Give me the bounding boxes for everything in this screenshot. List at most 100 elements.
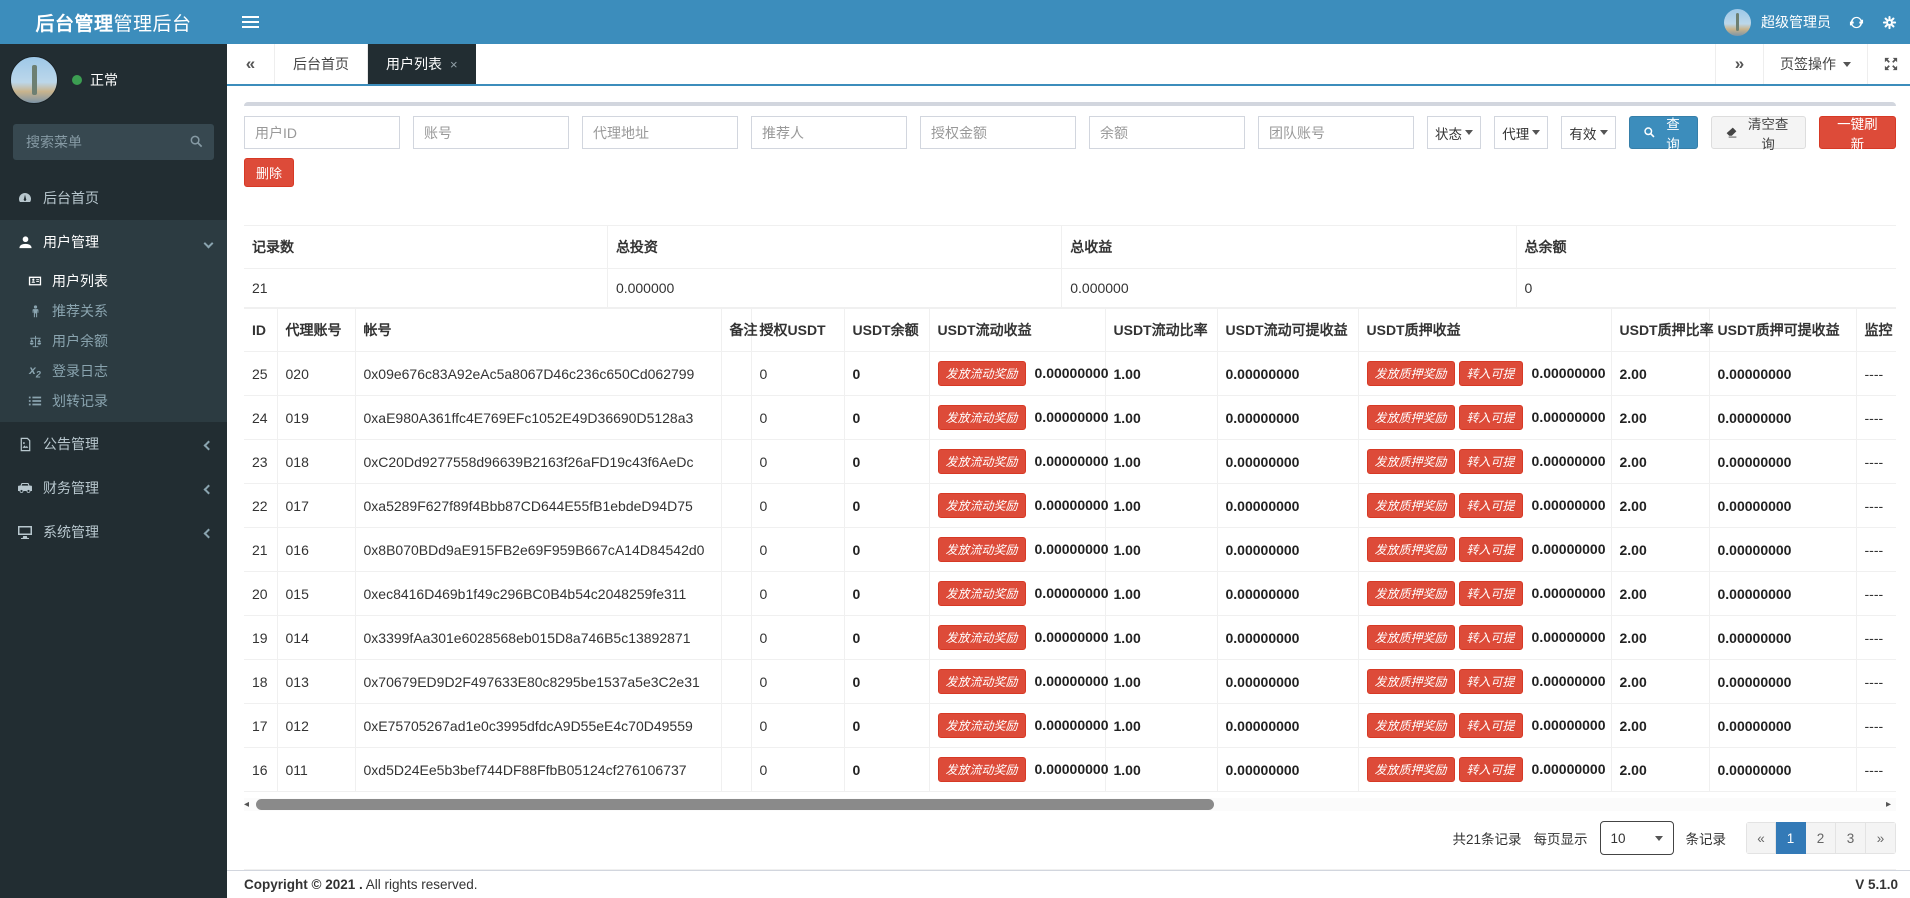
transfer-to-withdrawable-button[interactable]: 转入可提	[1458, 669, 1523, 694]
transfer-to-withdrawable-button[interactable]: 转入可提	[1458, 537, 1523, 562]
issue-pledge-reward-button[interactable]: 发放质押奖励	[1366, 625, 1455, 650]
search-icon[interactable]	[189, 134, 204, 149]
cell-id: 19	[244, 615, 278, 660]
sidebar-item-system[interactable]: 系统管理	[0, 510, 227, 554]
filter-user-id-input[interactable]	[244, 116, 400, 149]
issue-flow-reward-button[interactable]: 发放流动奖励	[937, 757, 1026, 782]
button-label: 清空查询	[1747, 116, 1789, 152]
cell-flow-rate: 1.00	[1104, 571, 1218, 616]
filter-balance-input[interactable]	[1089, 116, 1245, 149]
desktop-icon	[15, 524, 35, 540]
per-page-select[interactable]: 10	[1599, 821, 1674, 855]
cell-flow-rate: 1.00	[1104, 703, 1218, 748]
user-menu[interactable]: 超级管理员	[1724, 8, 1831, 36]
sidebar-toggle-icon[interactable]	[227, 0, 273, 44]
issue-flow-reward-button[interactable]: 发放流动奖励	[937, 449, 1026, 474]
search-button[interactable]: 查询	[1628, 116, 1699, 152]
sidebar-item-user-management[interactable]: 用户管理	[0, 220, 227, 264]
issue-flow-reward-button[interactable]: 发放流动奖励	[937, 713, 1026, 738]
filter-referrer-input[interactable]	[751, 116, 907, 149]
issue-flow-reward-button[interactable]: 发放流动奖励	[937, 625, 1026, 650]
clear-search-button[interactable]: 清空查询	[1711, 116, 1806, 152]
filter-team-account-input[interactable]	[1258, 116, 1414, 149]
issue-pledge-reward-button[interactable]: 发放质押奖励	[1366, 537, 1455, 562]
cell-flow-withdrawable: 0.00000000	[1216, 395, 1359, 440]
transfer-to-withdrawable-button[interactable]: 转入可提	[1458, 361, 1523, 386]
cell-pledge-rate: 2.00	[1610, 659, 1710, 704]
menu-search-input[interactable]	[13, 124, 214, 160]
issue-pledge-reward-button[interactable]: 发放质押奖励	[1366, 361, 1455, 386]
filter-agent-address-input[interactable]	[582, 116, 738, 149]
sidebar-item-login-logs[interactable]: x2 登录日志	[0, 356, 227, 386]
issue-pledge-reward-button[interactable]: 发放质押奖励	[1366, 493, 1455, 518]
summary-total-balance: 0	[1515, 268, 1896, 308]
transfer-to-withdrawable-button[interactable]: 转入可提	[1458, 449, 1523, 474]
filter-auth-amount-input[interactable]	[920, 116, 1076, 149]
car-icon	[15, 480, 35, 496]
fullscreen-icon[interactable]	[1867, 44, 1910, 84]
transfer-to-withdrawable-button[interactable]: 转入可提	[1458, 757, 1523, 782]
issue-pledge-reward-button[interactable]: 发放质押奖励	[1366, 669, 1455, 694]
issue-pledge-reward-button[interactable]: 发放质押奖励	[1366, 405, 1455, 430]
cell-id: 18	[244, 659, 278, 704]
sidebar-item-referral-relations[interactable]: 推荐关系	[0, 296, 227, 326]
sidebar-item-transfer-records[interactable]: 划转记录	[0, 386, 227, 416]
filter-status-select[interactable]: 状态	[1427, 116, 1482, 149]
sidebar-item-user-list[interactable]: 用户列表	[0, 266, 227, 296]
cell-value: 0.00000000	[1531, 409, 1606, 425]
sidebar-item-user-balance[interactable]: 用户余额	[0, 326, 227, 356]
scrollbar-thumb[interactable]	[256, 799, 1214, 810]
cell-id: 25	[244, 351, 278, 396]
close-icon[interactable]: ×	[450, 56, 458, 72]
transfer-to-withdrawable-button[interactable]: 转入可提	[1458, 625, 1523, 650]
col-header: USDT流动可提收益	[1216, 308, 1359, 352]
scroll-right-icon[interactable]: ▸	[1886, 799, 1892, 810]
bulk-actions-row: 删除	[244, 158, 1896, 187]
issue-flow-reward-button[interactable]: 发放流动奖励	[937, 669, 1026, 694]
transfer-to-withdrawable-button[interactable]: 转入可提	[1458, 493, 1523, 518]
brand-logo[interactable]: 后台管理 管理后台	[0, 0, 227, 44]
issue-pledge-reward-button[interactable]: 发放质押奖励	[1366, 713, 1455, 738]
filter-agent-select[interactable]: 代理	[1494, 116, 1549, 149]
sidebar-item-dashboard[interactable]: 后台首页	[0, 176, 227, 220]
issue-pledge-reward-button[interactable]: 发放质押奖励	[1366, 581, 1455, 606]
pager-prev[interactable]: «	[1746, 822, 1776, 854]
filter-valid-select[interactable]: 有效	[1561, 116, 1616, 149]
user-icon	[15, 235, 35, 250]
pager-next[interactable]: »	[1866, 822, 1896, 854]
pager-page-1[interactable]: 1	[1776, 822, 1806, 854]
issue-flow-reward-button[interactable]: 发放流动奖励	[937, 361, 1026, 386]
scroll-left-icon[interactable]: ◂	[244, 799, 250, 810]
gear-icon[interactable]	[1882, 15, 1897, 30]
sidebar-item-label: 后台首页	[43, 190, 99, 206]
transfer-to-withdrawable-button[interactable]: 转入可提	[1458, 581, 1523, 606]
refresh-all-button[interactable]: 一键刷新	[1818, 116, 1896, 152]
cell-account: 0x09e676c83A92eAc5a8067D46c236c650Cd0627…	[354, 351, 722, 396]
issue-flow-reward-button[interactable]: 发放流动奖励	[937, 405, 1026, 430]
transfer-to-withdrawable-button[interactable]: 转入可提	[1458, 405, 1523, 430]
cell-flow-rate: 1.00	[1104, 747, 1218, 792]
tabs-scroll-right[interactable]: »	[1715, 44, 1763, 84]
caret-down-icon	[1654, 835, 1663, 841]
issue-flow-reward-button[interactable]: 发放流动奖励	[937, 537, 1026, 562]
sidebar-item-finance[interactable]: 财务管理	[0, 466, 227, 510]
delete-button[interactable]: 删除	[244, 158, 295, 187]
tab-home[interactable]: 后台首页	[275, 44, 368, 84]
tab-user-list[interactable]: 用户列表 ×	[368, 44, 476, 84]
issue-pledge-reward-button[interactable]: 发放质押奖励	[1366, 757, 1455, 782]
sidebar-search	[13, 124, 214, 160]
issue-pledge-reward-button[interactable]: 发放质押奖励	[1366, 449, 1455, 474]
status-label: 正常	[90, 72, 118, 88]
refresh-icon[interactable]	[1849, 15, 1864, 30]
filter-account-input[interactable]	[413, 116, 569, 149]
pager-page-2[interactable]: 2	[1806, 822, 1836, 854]
col-header: USDT流动比率	[1104, 308, 1218, 352]
tab-actions-dropdown[interactable]: 页签操作	[1763, 44, 1867, 84]
tabs-scroll-left[interactable]: «	[227, 44, 275, 84]
transfer-to-withdrawable-button[interactable]: 转入可提	[1458, 713, 1523, 738]
pager-page-3[interactable]: 3	[1836, 822, 1866, 854]
issue-flow-reward-button[interactable]: 发放流动奖励	[937, 581, 1026, 606]
issue-flow-reward-button[interactable]: 发放流动奖励	[937, 493, 1026, 518]
cell-pledge-income: 发放质押奖励 转入可提 0.00000000	[1357, 439, 1612, 484]
sidebar-item-announcements[interactable]: 公告管理	[0, 422, 227, 466]
